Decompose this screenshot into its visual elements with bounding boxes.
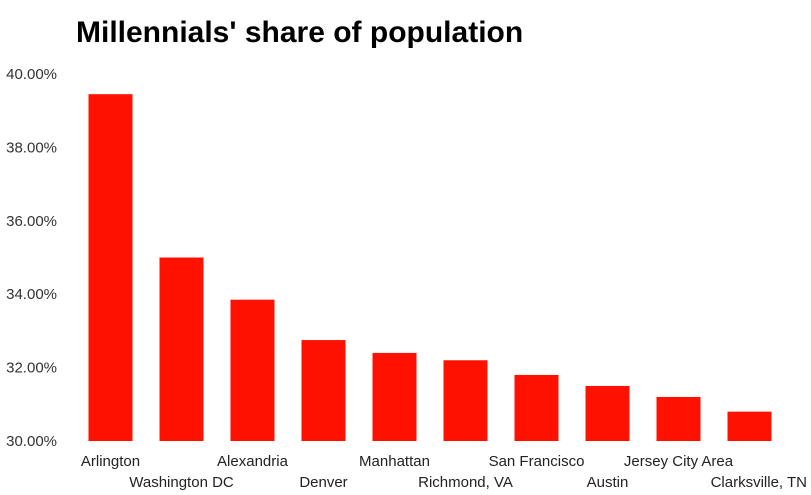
bar-richmond-va — [443, 360, 488, 441]
bar-washington-dc — [159, 257, 204, 441]
x-tick-label: Denver — [299, 474, 347, 491]
x-tick-label: San Francisco — [489, 453, 585, 470]
bar-denver — [301, 340, 346, 441]
bars — [88, 94, 772, 441]
chart-title: Millennials' share of population — [76, 16, 523, 49]
x-tick-label: Washington DC — [129, 474, 234, 491]
bar-manhattan — [372, 352, 417, 441]
x-tick-label: Richmond, VA — [418, 474, 513, 491]
x-tick-label: Manhattan — [359, 453, 430, 470]
y-tick-label: 40.00% — [6, 66, 57, 83]
y-axis: 30.00% 32.00% 34.00% 36.00% 38.00% 40.00% — [6, 66, 57, 450]
y-tick-label: 32.00% — [6, 360, 57, 377]
bar-clarksville-tn — [727, 411, 772, 441]
bar-jersey-city-area — [656, 396, 701, 441]
bar-san-francisco — [514, 374, 559, 441]
bar-austin — [585, 385, 630, 441]
y-tick-label: 34.00% — [6, 286, 57, 303]
x-tick-label: Jersey City Area — [624, 453, 734, 470]
x-axis: Arlington Washington DC Alexandria Denver Ma… — [81, 453, 807, 491]
x-tick-label: Alexandria — [217, 453, 289, 470]
bar-alexandria — [230, 299, 275, 441]
y-tick-label: 36.00% — [6, 213, 57, 230]
x-tick-label: Arlington — [81, 453, 140, 470]
x-tick-label: Austin — [587, 474, 629, 491]
y-tick-label: 30.00% — [6, 433, 57, 450]
x-tick-label: Clarksville, TN — [711, 474, 807, 491]
bar-arlington — [88, 94, 133, 441]
y-tick-label: 38.00% — [6, 139, 57, 156]
